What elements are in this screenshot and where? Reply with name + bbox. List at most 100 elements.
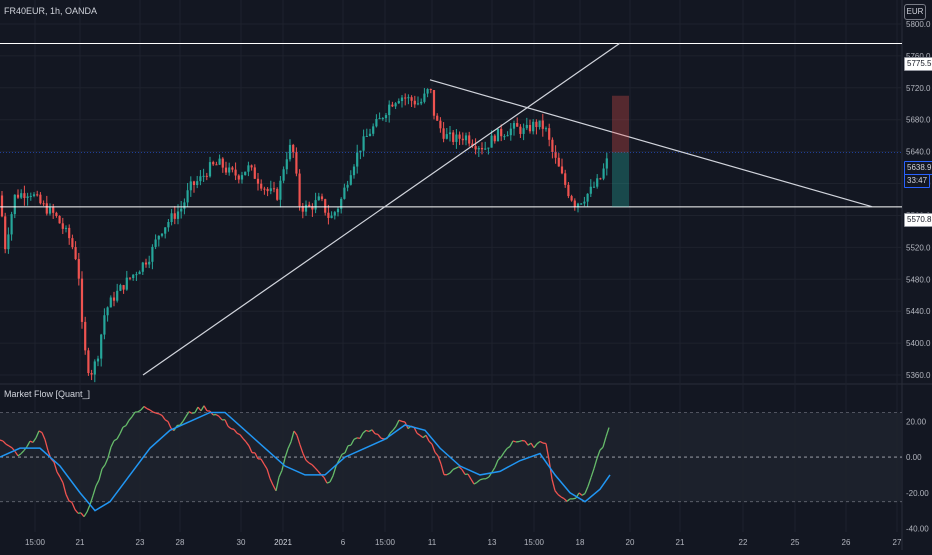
- candle-body: [523, 128, 525, 134]
- oscillator-fast-segment: [375, 434, 378, 435]
- candle-body: [113, 298, 115, 301]
- oscillator-tick-label: 20.00: [906, 417, 927, 426]
- time-tick-label: 30: [237, 538, 246, 547]
- candle-body: [388, 105, 390, 115]
- oscillator-fast-segment: [144, 406, 147, 408]
- time-tick-label: 28: [176, 538, 185, 547]
- candle-body: [353, 167, 355, 176]
- candle-body: [193, 181, 195, 185]
- candle-body: [71, 238, 73, 247]
- candle-body: [52, 207, 54, 213]
- candle-body: [539, 120, 541, 127]
- candle-body: [427, 89, 429, 94]
- candle-body: [375, 119, 377, 126]
- candle-body: [231, 167, 233, 169]
- candle-body: [212, 162, 214, 164]
- oscillator-tick-label: 0.00: [906, 453, 922, 462]
- oscillator-fast-segment: [381, 438, 384, 439]
- candle-body: [603, 169, 605, 179]
- oscillator-fast-segment: [348, 445, 351, 446]
- candle-body: [183, 202, 185, 208]
- oscillator-fast-segment: [402, 421, 405, 422]
- time-tick-label: 18: [576, 538, 585, 547]
- oscillator-fast-segment: [573, 498, 576, 499]
- time-tick-label: 25: [791, 538, 800, 547]
- candle-body: [199, 176, 201, 181]
- price-tick-label: 5520.0: [906, 243, 931, 252]
- time-tick-label: 22: [739, 538, 748, 547]
- candle-body: [84, 322, 86, 350]
- candle-body: [465, 135, 467, 140]
- candle-body: [574, 201, 576, 207]
- oscillator-fast-segment: [192, 413, 195, 414]
- candle-body: [158, 236, 160, 240]
- candle-body: [468, 135, 470, 143]
- time-tick-label: 6: [341, 538, 346, 547]
- candle-body: [39, 195, 41, 204]
- candle-body: [439, 121, 441, 129]
- candle-body: [308, 205, 310, 206]
- candle-body: [500, 129, 502, 136]
- price-label: 5638.9: [904, 161, 932, 175]
- oscillator-tick-label: -20.00: [906, 489, 929, 498]
- candle-body: [529, 125, 531, 131]
- oscillator-fast-segment: [198, 407, 201, 411]
- candle-body: [430, 89, 432, 90]
- candle-body: [606, 158, 608, 168]
- candle-body: [33, 194, 35, 196]
- candle-body: [385, 115, 387, 118]
- candle-body: [526, 125, 528, 128]
- candle-body: [87, 350, 89, 373]
- candle-body: [59, 216, 61, 223]
- candle-body: [580, 204, 582, 205]
- candle-body: [103, 315, 105, 334]
- price-tick-label: 5640.0: [906, 148, 931, 157]
- candle-body: [126, 278, 128, 290]
- candle-body: [247, 165, 249, 171]
- candle-body: [593, 187, 595, 188]
- candle-body: [289, 145, 291, 159]
- candle-body: [343, 188, 345, 199]
- time-tick-label: 15:00: [25, 538, 46, 547]
- candle-body: [116, 291, 118, 301]
- candle-body: [507, 135, 509, 136]
- candle-body: [484, 149, 486, 150]
- time-tick-label: 27: [893, 538, 902, 547]
- candle-body: [4, 216, 6, 249]
- candle-body: [564, 173, 566, 185]
- oscillator-fast-segment: [201, 406, 204, 411]
- candle-body: [379, 118, 381, 119]
- candle-body: [561, 166, 563, 173]
- candle-body: [545, 128, 547, 129]
- candle-body: [43, 203, 45, 204]
- candle-body: [135, 274, 137, 275]
- candle-body: [27, 196, 29, 198]
- position-stop-zone: [612, 96, 629, 153]
- candle-body: [177, 211, 179, 218]
- candle-body: [446, 134, 448, 139]
- currency-badge[interactable]: EUR: [904, 4, 926, 20]
- price-tick-label: 5440.0: [906, 307, 931, 316]
- oscillator-fast-segment: [87, 505, 90, 512]
- price-tick-label: 5800.0: [906, 20, 931, 29]
- candle-body: [491, 136, 493, 148]
- time-tick-label: 11: [428, 538, 437, 547]
- price-tick-label: 5480.0: [906, 275, 931, 284]
- candle-body: [516, 123, 518, 127]
- candle-body: [81, 279, 83, 322]
- candle-body: [241, 175, 243, 179]
- candle-body: [94, 361, 96, 374]
- candle-body: [139, 272, 141, 274]
- candle-body: [590, 187, 592, 194]
- candle-body: [318, 196, 320, 200]
- candle-body: [587, 194, 589, 202]
- candle-body: [331, 216, 333, 218]
- candle-body: [206, 176, 208, 177]
- candle-body: [55, 213, 57, 216]
- time-tick-label: 15:00: [524, 538, 545, 547]
- candle-body: [382, 118, 384, 119]
- time-tick-label: 23: [136, 538, 145, 547]
- candle-body: [225, 168, 227, 173]
